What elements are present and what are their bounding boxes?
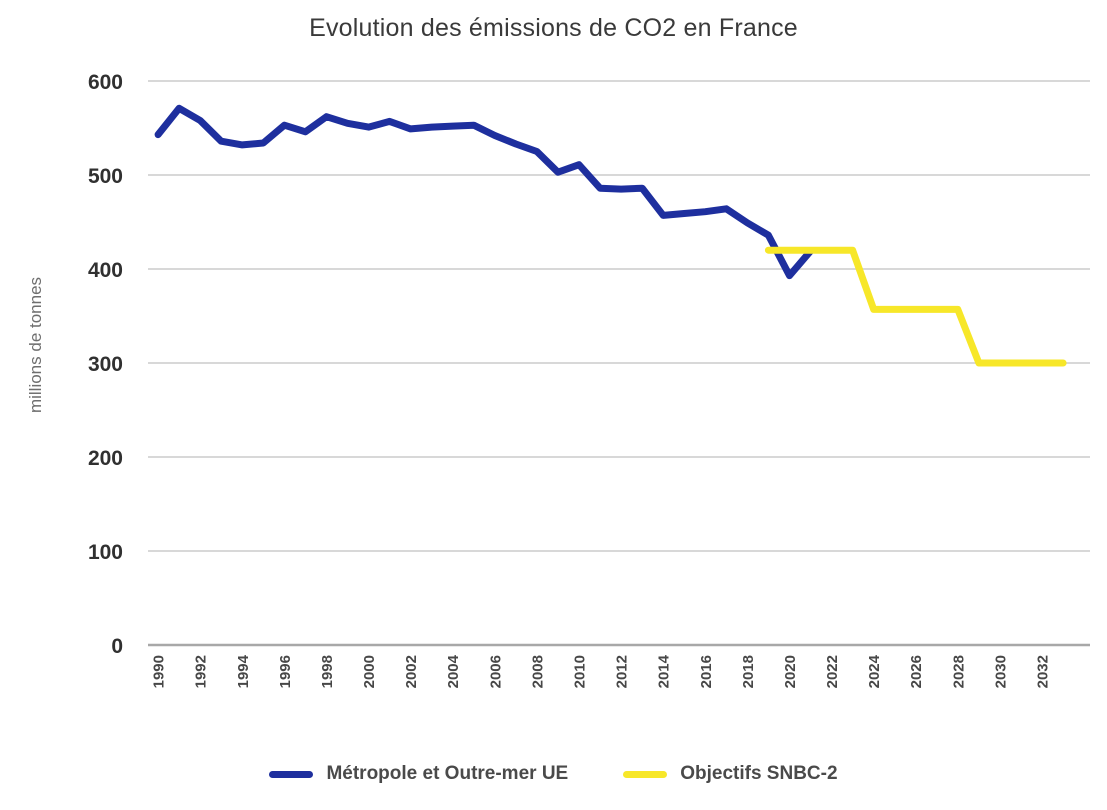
x-tick-label-2016: 2016 — [698, 655, 715, 688]
yellow-line-swatch-icon — [623, 770, 668, 778]
x-tick-label-1992: 1992 — [193, 655, 210, 688]
y-tick-label-400: 400 — [88, 259, 123, 282]
x-tick-label-2014: 2014 — [656, 654, 673, 688]
x-tick-label-2028: 2028 — [950, 655, 967, 688]
y-tick-label-300: 300 — [88, 353, 123, 376]
x-tick-label-2012: 2012 — [614, 655, 631, 688]
x-tick-label-1996: 1996 — [277, 655, 294, 688]
x-tick-label-2024: 2024 — [866, 654, 883, 688]
y-tick-label-0: 0 — [111, 635, 123, 658]
x-tick-label-2018: 2018 — [740, 655, 757, 688]
x-tick-label-2006: 2006 — [487, 655, 504, 688]
co2-line-chart: 0 100 200 300 400 500 600 1990 1992 1994 1996 1998 2… — [88, 71, 1090, 688]
legend-item-snbc2: Objectifs SNBC-2 — [623, 763, 838, 785]
x-tick-label-2030: 2030 — [992, 655, 1009, 688]
legend-item-metropole: Métropole et Outre-mer UE — [269, 763, 568, 785]
series-line-0 — [154, 104, 814, 280]
y-tick-label-600: 600 — [88, 71, 123, 94]
y-tick-label-200: 200 — [88, 447, 123, 470]
chart-title: Evolution des émissions de CO2 en France — [309, 14, 798, 42]
y-tick-label-100: 100 — [88, 541, 123, 564]
x-tick-label-2026: 2026 — [908, 655, 925, 688]
y-tick-label-500: 500 — [88, 165, 123, 188]
x-tick-label-1990: 1990 — [151, 655, 168, 688]
chart-legend: Métropole et Outre-mer UE Objectifs SNBC… — [0, 763, 1107, 785]
blue-line-swatch-icon — [269, 770, 314, 778]
x-tick-label-2022: 2022 — [824, 655, 841, 688]
x-tick-label-2010: 2010 — [572, 655, 589, 688]
x-tick-label-2020: 2020 — [782, 655, 799, 688]
x-tick-label-2002: 2002 — [403, 655, 420, 688]
x-tick-label-2000: 2000 — [361, 655, 378, 688]
x-tick-label-1994: 1994 — [235, 654, 252, 688]
x-tick-label-2008: 2008 — [529, 655, 546, 688]
x-tick-label-2032: 2032 — [1035, 655, 1052, 688]
x-tick-label-1998: 1998 — [319, 655, 336, 688]
legend-label-snbc2: Objectifs SNBC-2 — [680, 763, 838, 784]
x-tick-label-2004: 2004 — [445, 654, 462, 688]
legend-label-metropole: Métropole et Outre-mer UE — [326, 763, 569, 784]
series-line-1 — [764, 246, 1067, 367]
